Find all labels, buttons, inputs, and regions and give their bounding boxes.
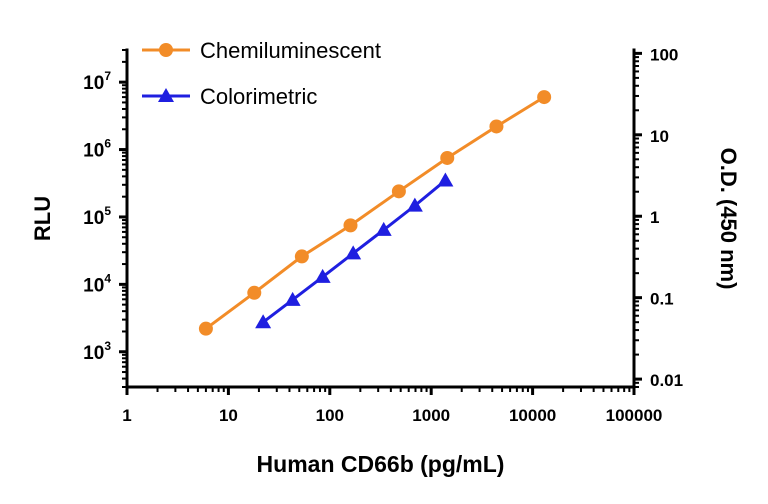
data-point [247,285,262,300]
data-point [284,291,301,306]
data-point [345,245,362,260]
x-tick-label: 10000 [509,406,556,425]
data-point [489,119,504,134]
data-point [440,150,455,165]
y2-tick-label: 0.01 [650,371,683,390]
series-colorimetric [255,172,454,329]
y2-axis-title: O.D. (450 nm) [716,148,741,290]
data-point [198,321,213,336]
y2-tick-label: 100 [650,45,678,64]
x-tick-label: 100000 [606,406,663,425]
data-point [255,314,272,329]
data-point [391,184,406,199]
legend-label: Chemiluminescent [200,38,381,63]
data-point [406,197,423,212]
x-tick-label: 1 [122,406,131,425]
x-tick-label: 1000 [412,406,450,425]
data-point [537,90,552,105]
y2-tick-label: 10 [650,127,669,146]
series-layer [198,90,552,336]
data-point [437,172,454,187]
y-tick-label: 103 [83,339,111,364]
y2-tick-label: 0.1 [650,290,674,309]
y-tick-label: 106 [83,137,111,162]
data-point [375,221,392,236]
y-axis-title: RLU [30,196,55,241]
data-point [314,268,331,283]
y-tick-label: 104 [83,271,111,296]
data-point [294,249,309,264]
legend-label: Colorimetric [200,84,317,109]
x-tick-label: 100 [316,406,344,425]
series-chemiluminescent [198,90,552,336]
x-tick-label: 10 [219,406,238,425]
y-tick-label: 107 [83,69,111,94]
y2-tick-label: 1 [650,208,659,227]
legend-marker [159,43,173,57]
legend: Chemiluminescent Colorimetric [142,38,381,109]
y-tick-label: 105 [83,204,111,229]
legend-marker [158,88,174,102]
x-axis-title: Human CD66b (pg/mL) [257,451,505,477]
data-point [343,218,358,233]
series-line [205,95,545,330]
